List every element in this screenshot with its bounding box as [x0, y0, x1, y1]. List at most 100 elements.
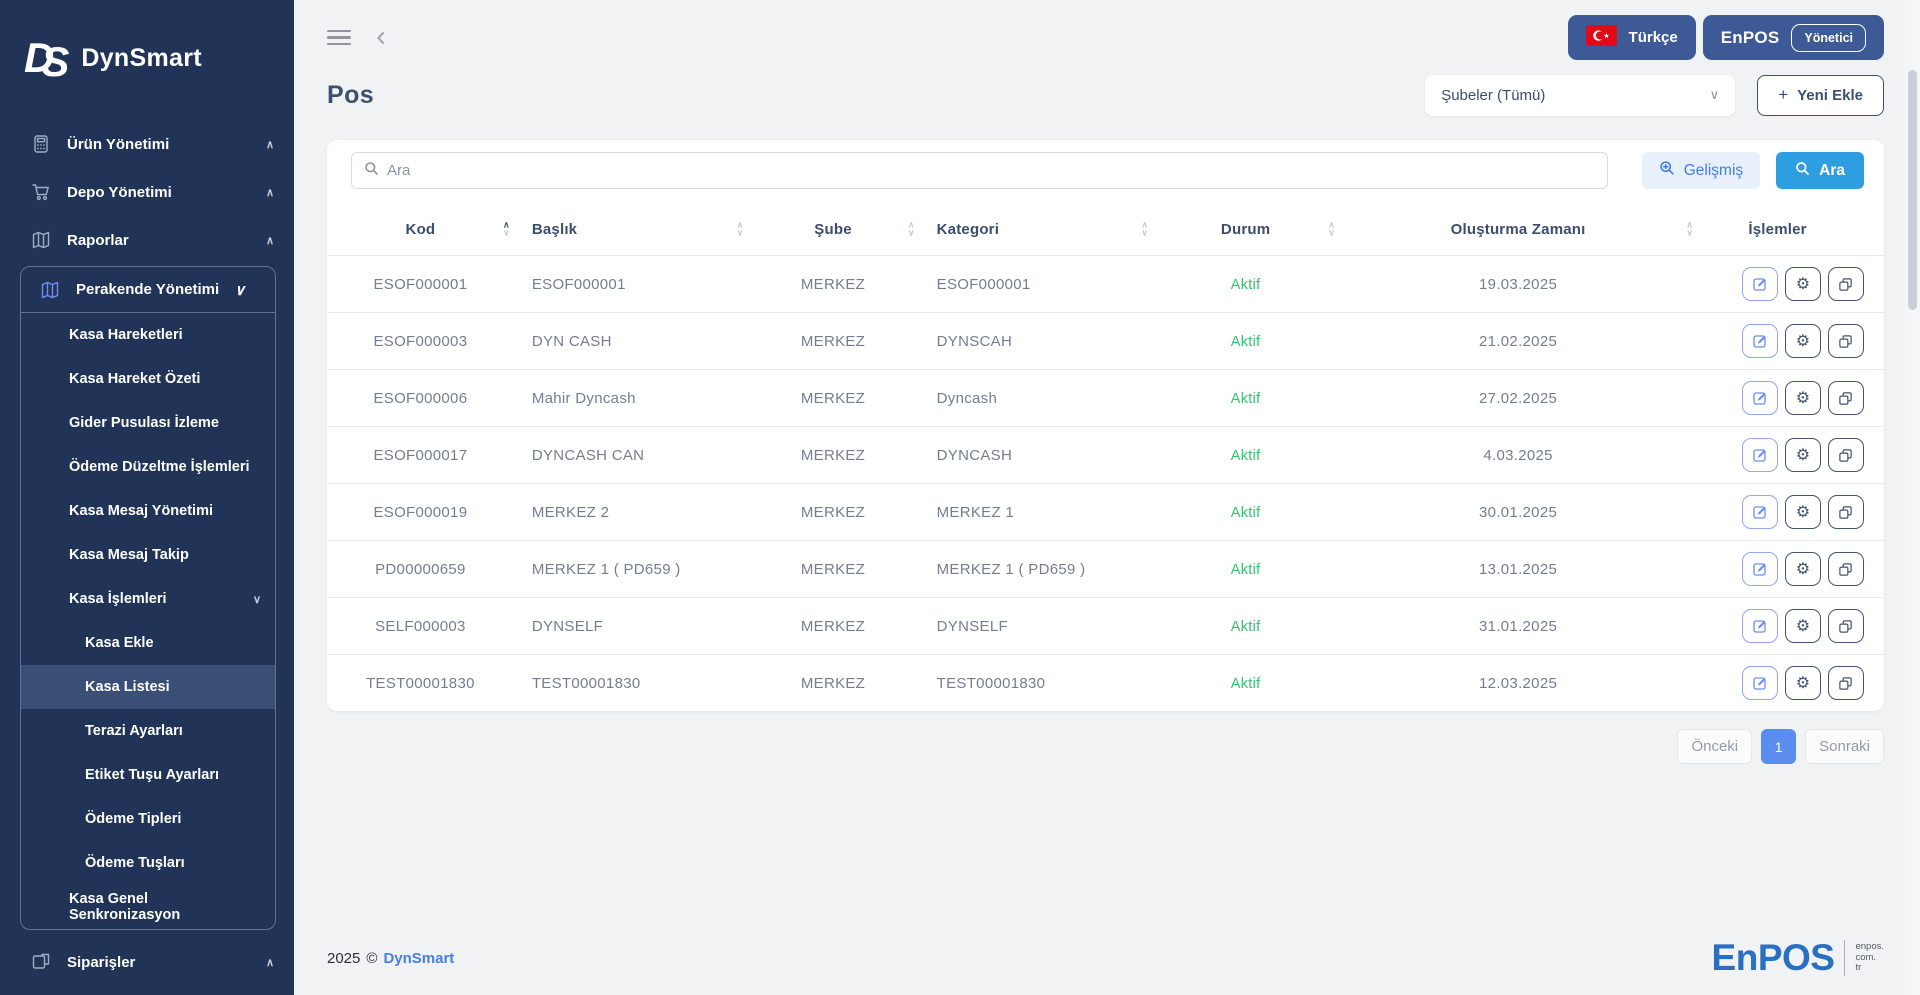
- edit-button[interactable]: [1741, 324, 1778, 358]
- copy-button[interactable]: [1827, 438, 1864, 472]
- search-input[interactable]: [387, 162, 1595, 179]
- sidebar-item-kasa-mesaj-takip[interactable]: Kasa Mesaj Takip: [21, 533, 275, 577]
- sort-icons[interactable]: ∧ ∨: [1141, 220, 1148, 237]
- column-header-sube[interactable]: Şube ∧ ∨: [747, 220, 918, 238]
- account-button[interactable]: EnPOS Yönetici: [1702, 15, 1884, 60]
- settings-button[interactable]: ⚙: [1784, 609, 1821, 643]
- cell-baslik: MERKEZ 2: [531, 503, 610, 521]
- sidebar-item-kasa-genel-senkronizasyon[interactable]: Kasa Genel Senkronizasyon: [21, 885, 275, 929]
- cell-kategori: DYNSELF: [936, 617, 1008, 635]
- advanced-search-button[interactable]: Gelişmiş: [1641, 152, 1761, 189]
- edit-button[interactable]: [1741, 438, 1778, 472]
- copyright-year: 2025: [327, 949, 361, 967]
- domain-line: tr: [1855, 962, 1862, 974]
- language-button[interactable]: Türkçe: [1567, 15, 1696, 60]
- edit-button[interactable]: [1741, 609, 1778, 643]
- column-header-islemler: İşlemler: [1697, 221, 1884, 238]
- sort-icons[interactable]: ∧ ∨: [737, 220, 744, 237]
- divider: [1844, 940, 1846, 976]
- sidebar-item-odeme-tuslari[interactable]: Ödeme Tuşları: [21, 841, 275, 885]
- next-page-button[interactable]: Sonraki: [1805, 729, 1884, 764]
- settings-button[interactable]: ⚙: [1784, 495, 1821, 529]
- branch-filter-select[interactable]: Şubeler (Tümü) ∨: [1425, 74, 1736, 116]
- cell-baslik: DYN CASH: [531, 332, 612, 350]
- copyright-icon: ©: [366, 949, 378, 967]
- sidebar-item-terazi-ayarlari[interactable]: Terazi Ayarları: [21, 709, 275, 753]
- sort-icons[interactable]: ∧ ∨: [908, 220, 915, 237]
- cell-durum: Aktif: [1152, 333, 1339, 350]
- sidebar-item-kasa-listesi[interactable]: Kasa Listesi: [21, 665, 275, 709]
- settings-button[interactable]: ⚙: [1784, 324, 1821, 358]
- table-row: ESOF000017 DYNCASH CAN MERKEZ DYNCASH Ak…: [327, 426, 1884, 483]
- settings-button[interactable]: ⚙: [1784, 267, 1821, 301]
- sort-icons[interactable]: ∧ ∨: [1686, 220, 1693, 237]
- settings-button[interactable]: ⚙: [1784, 438, 1821, 472]
- copy-button[interactable]: [1827, 381, 1864, 415]
- orders-icon: [30, 951, 52, 973]
- sidebar-item-raporlar[interactable]: Raporlar ∧: [0, 216, 294, 264]
- sidebar-item-perakende-yonetimi[interactable]: Perakende Yönetimi ∨: [21, 267, 275, 312]
- map-icon: [30, 229, 52, 251]
- cell-kod: ESOF000006: [373, 389, 468, 407]
- sidebar-item-kasa-islemleri[interactable]: Kasa İşlemleri ∨: [21, 577, 275, 621]
- table-row: ESOF000003 DYN CASH MERKEZ DYNSCAH Aktif…: [327, 312, 1884, 369]
- cell-actions: ⚙: [1697, 552, 1884, 586]
- sidebar-item-siparisler[interactable]: Siparişler ∧: [0, 938, 294, 986]
- scrollbar-thumb[interactable]: [1908, 70, 1917, 310]
- copy-button[interactable]: [1827, 552, 1864, 586]
- column-header-olusturma-zamani[interactable]: Oluşturma Zamanı ∧ ∨: [1339, 220, 1697, 237]
- edit-button[interactable]: [1741, 381, 1778, 415]
- sidebar-item-kasa-hareketleri[interactable]: Kasa Hareketleri: [21, 313, 275, 357]
- page-scrollbar[interactable]: [1905, 0, 1920, 995]
- column-header-kod[interactable]: Kod ∧ ∨: [327, 220, 514, 237]
- settings-button[interactable]: ⚙: [1784, 552, 1821, 586]
- sidebar-item-depo-yonetimi[interactable]: Depo Yönetimi ∧: [0, 168, 294, 216]
- sidebar-item-kasa-hareket-ozeti[interactable]: Kasa Hareket Özeti: [21, 357, 275, 401]
- copy-button[interactable]: [1827, 666, 1864, 700]
- edit-button[interactable]: [1741, 666, 1778, 700]
- cell-olusturma: 30.01.2025: [1479, 503, 1558, 521]
- sidebar-item-odeme-tipleri[interactable]: Ödeme Tipleri: [21, 797, 275, 841]
- cell-baslik: Mahir Dyncash: [531, 389, 636, 407]
- sidebar-item-etiket-tusu-ayarlari[interactable]: Etiket Tuşu Ayarları: [21, 753, 275, 797]
- sort-icons[interactable]: ∧ ∨: [1328, 220, 1335, 237]
- sidebar-item-urun-yonetimi[interactable]: Ürün Yönetimi ∧: [0, 120, 294, 168]
- copy-button[interactable]: [1827, 324, 1864, 358]
- map-icon: [39, 279, 61, 301]
- column-header-kategori[interactable]: Kategori ∧ ∨: [919, 220, 1153, 237]
- settings-button[interactable]: ⚙: [1784, 381, 1821, 415]
- status-badge: Aktif: [1230, 675, 1261, 692]
- column-label: Şube: [814, 220, 852, 238]
- copy-button[interactable]: [1827, 495, 1864, 529]
- footer: 2025 © DynSmart EnPOS enpos. com. tr: [327, 937, 1884, 995]
- page-number-button[interactable]: 1: [1761, 729, 1797, 764]
- copy-button[interactable]: [1827, 267, 1864, 301]
- sidebar-item-label: Kasa Genel Senkronizasyon: [69, 891, 181, 923]
- perakende-group: Perakende Yönetimi ∨ Kasa Hareketleri Ka…: [20, 266, 276, 930]
- sidebar-item-kasa-ekle[interactable]: Kasa Ekle: [21, 621, 275, 665]
- table-row: ESOF000001 ESOF000001 MERKEZ ESOF000001 …: [327, 255, 1884, 312]
- search-box: [351, 152, 1608, 189]
- cell-olusturma: 4.03.2025: [1483, 446, 1553, 464]
- sidebar-item-kasa-mesaj-yonetimi[interactable]: Kasa Mesaj Yönetimi: [21, 489, 275, 533]
- column-header-durum[interactable]: Durum ∧ ∨: [1152, 220, 1339, 237]
- edit-button[interactable]: [1741, 495, 1778, 529]
- column-header-baslik[interactable]: Başlık ∧ ∨: [514, 220, 748, 237]
- edit-button[interactable]: [1741, 552, 1778, 586]
- menu-toggle-icon[interactable]: [327, 26, 351, 50]
- dynsmart-link[interactable]: DynSmart: [383, 949, 455, 967]
- edit-button[interactable]: [1741, 267, 1778, 301]
- chevron-up-icon: ∧: [265, 956, 274, 969]
- sort-icons[interactable]: ∧ ∨: [503, 220, 510, 237]
- chevron-left-icon[interactable]: [373, 30, 389, 46]
- sidebar-item-gider-pusulasi-izleme[interactable]: Gider Pusulası İzleme: [21, 401, 275, 445]
- copy-button[interactable]: [1827, 609, 1864, 643]
- add-new-button[interactable]: + Yeni Ekle: [1757, 74, 1884, 116]
- cell-durum: Aktif: [1152, 504, 1339, 521]
- search-button[interactable]: Ara: [1776, 152, 1864, 189]
- sidebar-item-label: Perakende Yönetimi: [76, 281, 220, 298]
- previous-page-button[interactable]: Önceki: [1677, 729, 1753, 764]
- settings-button[interactable]: ⚙: [1784, 666, 1821, 700]
- sidebar-item-odeme-duzeltme-islemleri[interactable]: Ödeme Düzeltme İşlemleri: [21, 445, 275, 489]
